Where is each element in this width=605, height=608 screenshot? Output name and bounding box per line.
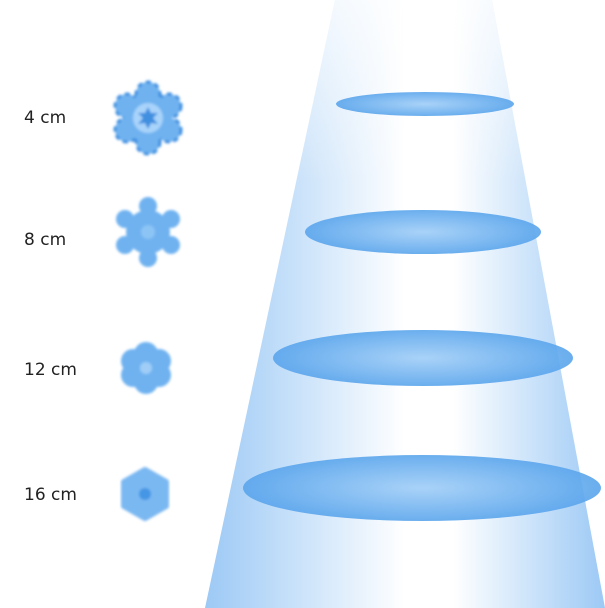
depth-label: 8 cm [24, 230, 66, 250]
beam-section [243, 455, 601, 521]
spot-pattern [113, 80, 183, 156]
spot-pattern [121, 467, 169, 521]
depth-label: 4 cm [24, 108, 66, 128]
beam-section [336, 92, 514, 116]
depth-label: 16 cm [24, 485, 77, 505]
spot-pattern [116, 197, 180, 267]
spot-pattern [121, 342, 171, 394]
beam-section [273, 330, 573, 386]
beam-fade [205, 0, 605, 608]
beam-section [305, 210, 541, 254]
depth-label: 12 cm [24, 360, 77, 380]
